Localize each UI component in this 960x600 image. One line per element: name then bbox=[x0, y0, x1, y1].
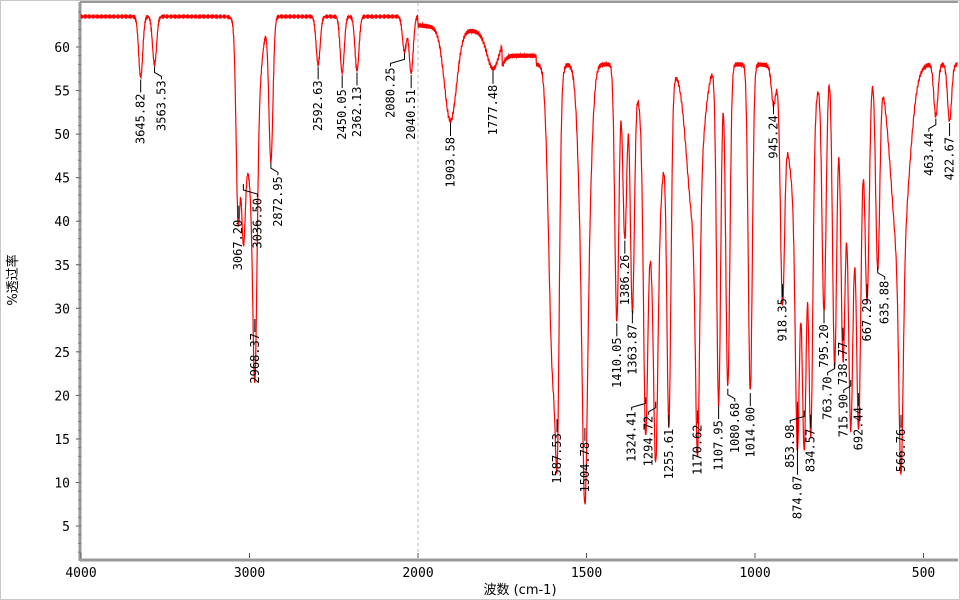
peak-label: 1080.68 bbox=[728, 403, 742, 454]
peak-label: 715.90 bbox=[837, 394, 851, 437]
peak-label: 3036.50 bbox=[250, 198, 264, 249]
x-tick-label: 1000 bbox=[739, 566, 770, 581]
peak-marker bbox=[648, 401, 657, 415]
y-tick-label: 60 bbox=[54, 41, 70, 56]
peak-label: 1903.58 bbox=[443, 137, 457, 188]
peak-label: 874.07 bbox=[790, 476, 804, 519]
peak-label: 463.44 bbox=[922, 133, 936, 176]
peak-marker bbox=[877, 266, 886, 280]
peak-marker bbox=[389, 53, 405, 67]
peak-label: 795.20 bbox=[817, 324, 831, 367]
x-tick-label: 4000 bbox=[65, 566, 96, 581]
peak-label: 3563.53 bbox=[155, 80, 169, 131]
peak-label: 2362.13 bbox=[350, 87, 364, 138]
y-tick-label: 55 bbox=[54, 85, 70, 100]
peak-marker bbox=[270, 162, 279, 176]
peak-label: 1294.72 bbox=[642, 416, 656, 467]
peak-label: 1504.78 bbox=[578, 442, 592, 493]
peak-label: 1170.62 bbox=[691, 424, 705, 475]
peak-label: 3645.82 bbox=[134, 93, 148, 144]
x-tick-label: 500 bbox=[912, 566, 935, 581]
peak-marker bbox=[631, 397, 647, 411]
peak-label: 918.35 bbox=[776, 298, 790, 341]
peak-label: 2968.37 bbox=[248, 333, 262, 384]
peak-label: 2080.25 bbox=[383, 67, 397, 118]
y-tick-label: 15 bbox=[54, 433, 70, 448]
x-tick-label: 2000 bbox=[402, 566, 433, 581]
peak-label: 1410.05 bbox=[610, 337, 624, 388]
peak-label: 1363.87 bbox=[625, 324, 639, 375]
peak-label: 834.57 bbox=[804, 429, 818, 472]
peak-label: 1107.95 bbox=[712, 420, 726, 471]
peak-label: 2592.63 bbox=[311, 80, 325, 131]
peak-label: 1255.61 bbox=[662, 429, 676, 480]
y-tick-label: 25 bbox=[54, 346, 70, 361]
y-tick-label: 35 bbox=[54, 259, 70, 274]
y-tick-label: 10 bbox=[54, 477, 70, 492]
spectrum-line bbox=[80, 13, 958, 505]
peak-label: 3067.20 bbox=[231, 220, 245, 271]
x-axis-label: 波数 (cm-1) bbox=[483, 583, 556, 598]
y-tick-label: 40 bbox=[54, 215, 70, 230]
peak-marker bbox=[843, 379, 852, 393]
peak-label: 2872.95 bbox=[271, 176, 285, 227]
y-tick-label: 30 bbox=[54, 302, 70, 317]
peak-label: 1587.53 bbox=[550, 433, 564, 484]
peak-label: 1777.48 bbox=[486, 85, 500, 136]
peak-label: 763.70 bbox=[821, 377, 835, 420]
y-tick-label: 50 bbox=[54, 128, 70, 143]
peak-label: 422.67 bbox=[943, 137, 957, 180]
peak-label: 1324.41 bbox=[625, 411, 639, 462]
peak-marker bbox=[154, 66, 163, 80]
y-tick-label: 5 bbox=[62, 520, 70, 535]
x-tick-label: 1500 bbox=[571, 566, 602, 581]
peak-label: 1014.00 bbox=[743, 407, 757, 458]
peak-label: 945.24 bbox=[766, 115, 780, 158]
peak-marker bbox=[827, 362, 836, 376]
peak-label: 2450.05 bbox=[335, 89, 349, 140]
peak-label: 692.44 bbox=[852, 407, 866, 450]
peak-label: 1386.26 bbox=[618, 255, 632, 306]
peak-marker bbox=[727, 388, 736, 402]
peak-label: 853.98 bbox=[783, 424, 797, 467]
y-tick-label: 20 bbox=[54, 389, 70, 404]
peak-marker bbox=[928, 118, 937, 132]
y-axis-label: %透过率 bbox=[5, 254, 21, 305]
peak-label: 738.77 bbox=[836, 342, 850, 385]
peak-label: 667.29 bbox=[860, 298, 874, 341]
peak-label: 635.88 bbox=[878, 281, 892, 324]
peak-label: 2040.51 bbox=[404, 89, 418, 140]
x-tick-label: 3000 bbox=[234, 566, 265, 581]
y-tick-label: 45 bbox=[54, 172, 70, 187]
peak-marker bbox=[242, 184, 258, 198]
peak-label: 566.76 bbox=[894, 429, 908, 472]
